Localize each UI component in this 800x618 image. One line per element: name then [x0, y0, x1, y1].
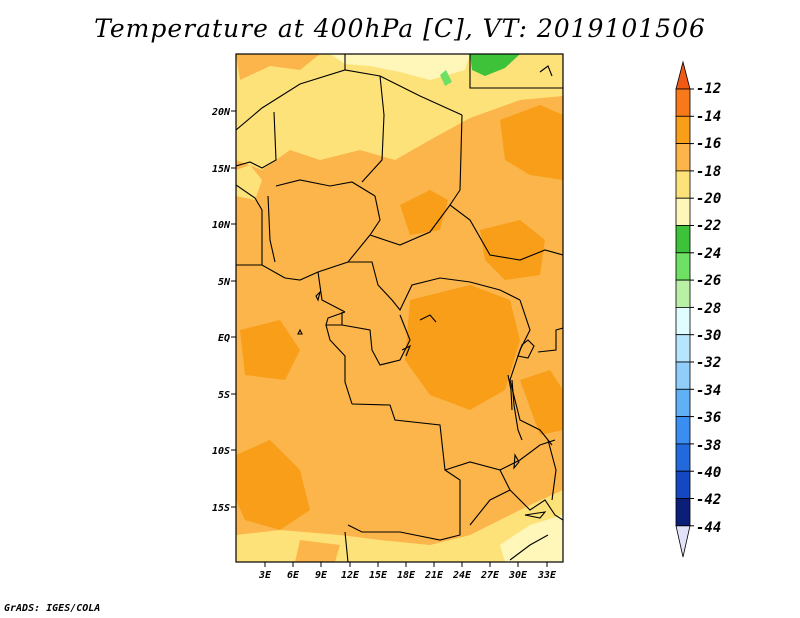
colorbar-label: -38 — [696, 438, 721, 454]
colorbar-label: -30 — [696, 328, 721, 344]
colorbar-swatch — [675, 252, 691, 281]
lakes — [297, 65, 553, 519]
colorbar-arrow-top — [675, 60, 691, 90]
colorbar — [675, 60, 694, 558]
lat-label-15s: 15S — [212, 503, 230, 514]
colorbar-swatch — [675, 279, 691, 308]
colorbar-label: -36 — [696, 410, 721, 426]
lon-label-30e: 30E — [508, 570, 528, 581]
colorbar-label: -34 — [696, 383, 721, 399]
colorbar-swatch — [675, 361, 691, 390]
colorbar-arrow-bottom — [675, 525, 691, 558]
longitude-axis: 3E 6E 9E 12E 15E 18E 21E 24E 27E 30E 33E — [258, 562, 557, 581]
colorbar-swatch — [675, 197, 691, 226]
colorbar-label: -16 — [696, 136, 721, 152]
colorbar-label: -26 — [696, 273, 721, 289]
colorbar-swatch — [675, 225, 691, 254]
map-title: Temperature at 400hPa [C], VT: 201910150… — [94, 14, 706, 43]
lat-label-10n: 10N — [212, 220, 231, 231]
lon-label-33e: 33E — [537, 570, 557, 581]
grads-credit: GrADS: IGES/COLA — [4, 603, 101, 614]
colorbar-label: -22 — [696, 218, 721, 234]
lon-label-3e: 3E — [258, 570, 272, 581]
colorbar-label: -18 — [696, 164, 721, 180]
colorbar-label: -14 — [696, 109, 721, 125]
map-frame — [235, 53, 564, 563]
colorbar-labels: -12 -14 -16 -18 -20 -22 -24 -26 -28 -30 … — [696, 81, 721, 536]
colorbar-label: -20 — [696, 191, 721, 207]
colorbar-swatch — [675, 88, 691, 117]
lon-label-12e: 12E — [341, 570, 360, 581]
lon-label-18e: 18E — [397, 570, 416, 581]
lon-label-21e: 21E — [424, 570, 444, 581]
lat-label-20n: 20N — [211, 107, 231, 118]
colorbar-swatch — [675, 443, 691, 472]
lon-label-15e: 15E — [369, 570, 388, 581]
colorbar-swatch — [675, 470, 691, 499]
lat-label-5n: 5N — [218, 277, 231, 288]
lon-label-6e: 6E — [287, 570, 300, 581]
country-borders — [236, 54, 563, 562]
colorbar-label: -28 — [696, 301, 721, 317]
lat-label-10s: 10S — [212, 446, 230, 457]
lon-label-27e: 27E — [480, 570, 500, 581]
lon-label-24e: 24E — [452, 570, 472, 581]
lon-label-9e: 9E — [315, 570, 328, 581]
colorbar-swatch — [675, 334, 691, 363]
colorbar-swatch — [675, 388, 691, 417]
lat-label-eq: EQ — [218, 333, 230, 344]
latitude-axis: 20N 15N 10N 5N EQ 5S 10S 15S — [211, 107, 236, 514]
lat-label-5s: 5S — [218, 390, 230, 401]
colorbar-label: -44 — [696, 520, 721, 536]
colorbar-swatch — [675, 143, 691, 172]
colorbar-swatch — [675, 170, 691, 199]
colorbar-swatch — [675, 498, 691, 527]
colorbar-label: -12 — [696, 81, 721, 97]
colorbar-swatch — [675, 115, 691, 145]
colorbar-label: -40 — [696, 465, 721, 481]
colorbar-label: -24 — [696, 246, 721, 262]
colorbar-swatch — [675, 416, 691, 445]
temperature-field — [236, 54, 563, 562]
colorbar-swatch — [675, 306, 691, 336]
colorbar-label: -42 — [696, 492, 721, 508]
colorbar-label: -32 — [696, 355, 721, 371]
lat-label-15n: 15N — [212, 164, 231, 175]
